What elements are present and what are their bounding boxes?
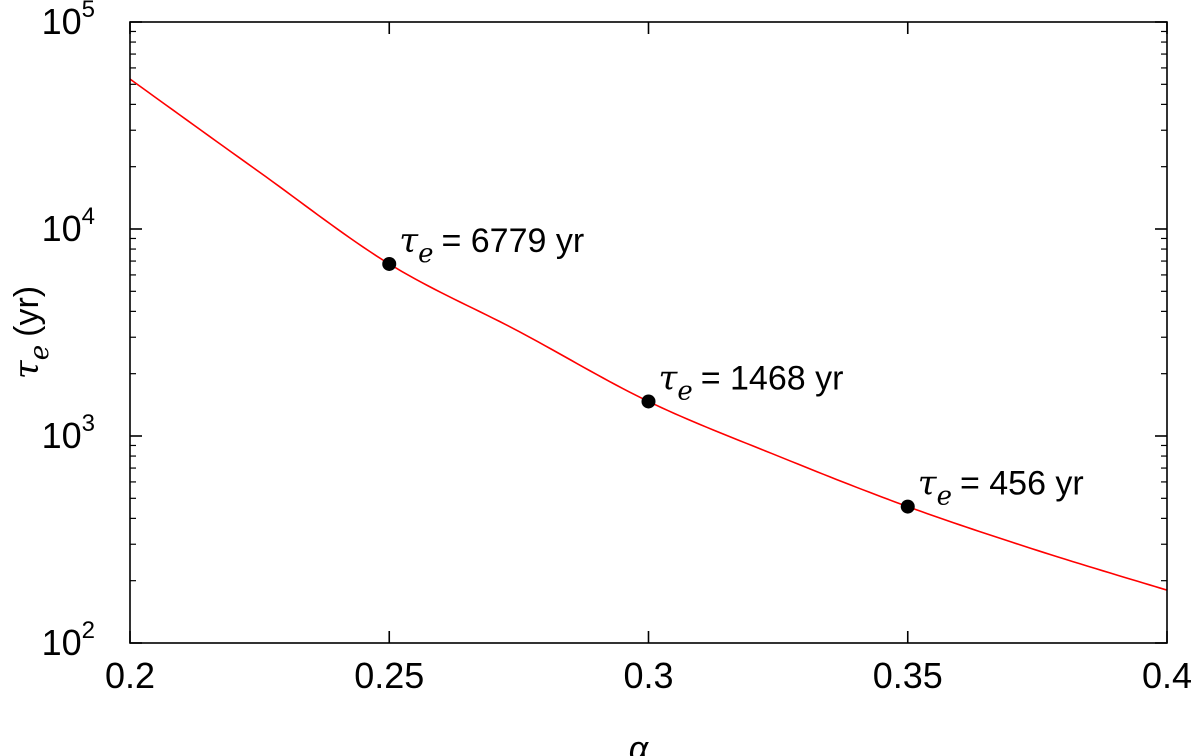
y-tick-label: 105 [42, 0, 95, 42]
tau-curve [129, 78, 1168, 591]
marker-annotation: τe = 1468 yr [659, 358, 844, 406]
x-tick-label: 0.25 [354, 655, 424, 696]
x-axis-label: α [629, 730, 650, 756]
x-tick-label: 0.4 [1142, 655, 1192, 696]
marker-annotation: τe = 6779 yr [399, 221, 584, 269]
ticks-layer [129, 21, 1168, 644]
label-layer: 0.2 0.25 0.3 0.35 0.4 102 103 104 105 τe = 6779 yr… [7, 0, 1192, 756]
curve-layer [129, 78, 1168, 591]
y-tick-label: 103 [42, 410, 95, 456]
plot-frame [129, 21, 1168, 644]
marker-layer [382, 256, 915, 514]
marker-annotation: τe = 456 yr [918, 464, 1084, 512]
x-tick-label: 0.35 [873, 655, 943, 696]
y-tick-label: 102 [42, 617, 95, 663]
data-marker [641, 394, 656, 409]
data-marker [900, 499, 915, 514]
data-marker [382, 256, 397, 271]
y-axis-label: τe(yr) [7, 286, 55, 379]
y-tick-label: 104 [42, 203, 95, 249]
x-tick-label: 0.2 [105, 655, 155, 696]
x-tick-label: 0.3 [623, 655, 673, 696]
